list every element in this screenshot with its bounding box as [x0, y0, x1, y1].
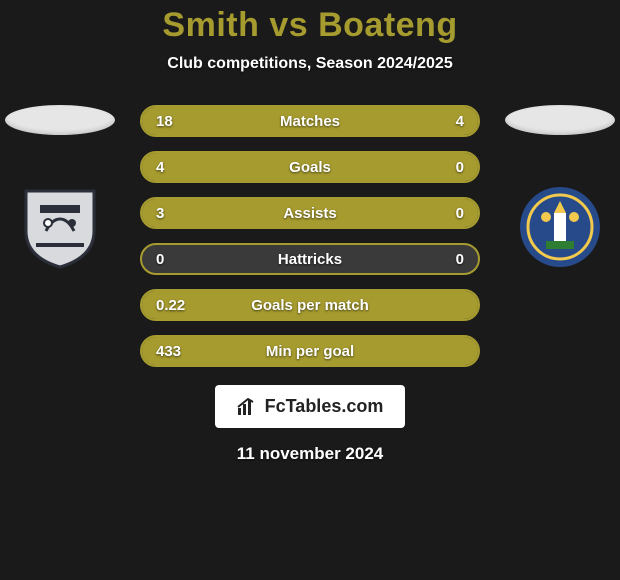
stat-bar-right [417, 107, 478, 135]
page-title: Smith vs Boateng [162, 6, 457, 45]
source-tag[interactable]: FcTables.com [215, 385, 406, 428]
player-right-silhouette-icon [505, 105, 615, 135]
stat-bar-left [142, 153, 478, 181]
player-left-name: Smith [162, 6, 259, 44]
stat-row: Goals per match0.22 [140, 289, 480, 321]
player-left-column [0, 105, 120, 271]
left-club-crest-icon [16, 183, 104, 271]
stat-row: Goals40 [140, 151, 480, 183]
player-left-silhouette-icon [5, 105, 115, 135]
player-right-name: Boateng [318, 6, 458, 44]
comparison-card: Smith vs Boateng Club competitions, Seas… [0, 0, 620, 580]
stat-bar-left [142, 291, 478, 319]
chart-icon [237, 398, 259, 416]
stat-row: Min per goal433 [140, 335, 480, 367]
stat-label: Hattricks [142, 251, 478, 268]
right-club-crest-icon [516, 183, 604, 271]
player-right-column [500, 105, 620, 271]
stat-row: Matches184 [140, 105, 480, 137]
stat-value-right: 0 [456, 251, 464, 268]
source-tag-text: FcTables.com [265, 396, 384, 417]
stat-bar-left [142, 107, 417, 135]
stat-row: Hattricks0 0 [140, 243, 480, 275]
title-vs: vs [269, 6, 308, 44]
subtitle: Club competitions, Season 2024/2025 [167, 55, 452, 73]
stat-bar-left [142, 337, 478, 365]
date-label: 11 november 2024 [237, 444, 383, 464]
player-left-crest [16, 183, 104, 271]
stats-list: Matches184 Goals40 Assists30 Hattricks0 0 Goa… [140, 105, 480, 367]
main-area: Matches184 Goals40 Assists30 Hattricks0 0 Goa… [0, 105, 620, 367]
stat-bar-left [142, 199, 478, 227]
stat-value-left: 0 [156, 251, 164, 268]
stat-row: Assists30 [140, 197, 480, 229]
player-right-crest [516, 183, 604, 271]
